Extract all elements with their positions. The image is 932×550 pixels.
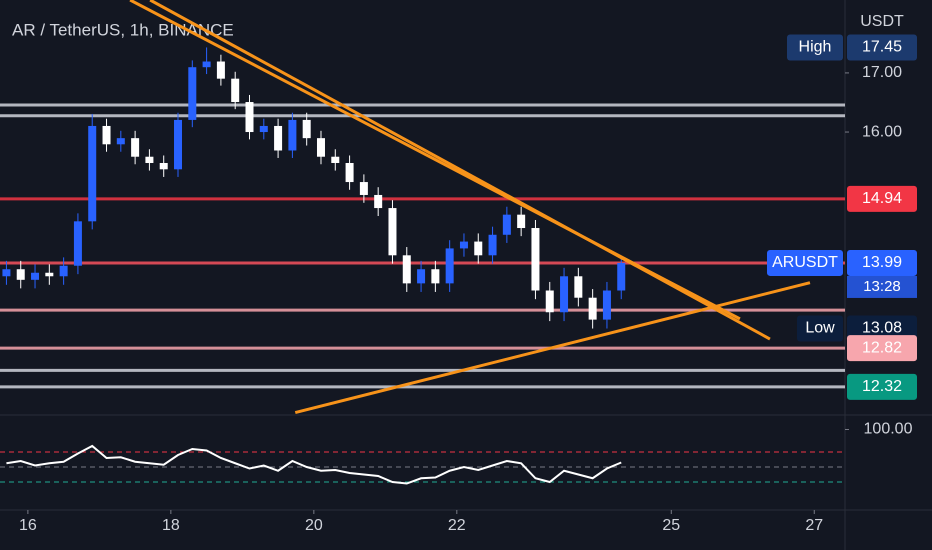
candle-body — [488, 234, 497, 256]
y-tick-label: 17.00 — [862, 64, 902, 81]
price-tag — [847, 335, 917, 362]
trendline — [294, 281, 811, 415]
candle-body — [73, 221, 82, 266]
candle-body — [159, 162, 168, 170]
name-tag-label: Low — [805, 320, 835, 337]
candle-body — [102, 125, 111, 145]
countdown-box — [847, 275, 917, 298]
candle-body — [402, 255, 411, 284]
candle-body — [45, 272, 54, 277]
candle-body — [88, 125, 97, 222]
candle-body — [417, 269, 426, 284]
candle-body — [274, 125, 283, 151]
price-tag-label: 12.32 — [862, 378, 902, 395]
price-tag — [847, 315, 917, 342]
x-tick-label: 27 — [805, 517, 823, 534]
price-tag — [847, 34, 917, 61]
candle-body — [331, 156, 340, 163]
candle-body — [245, 102, 254, 133]
price-tag — [847, 373, 917, 400]
candle-body — [502, 214, 511, 235]
candle-body — [560, 276, 569, 313]
name-tag — [767, 249, 843, 276]
candle-body — [174, 119, 183, 170]
price-tag-label: 17.45 — [862, 39, 902, 56]
indicator-line — [6, 444, 622, 485]
price-tag — [847, 185, 917, 212]
price-tag-label: 13.99 — [862, 254, 902, 271]
name-tag-label: ARUSDT — [772, 254, 838, 271]
candle-body — [202, 61, 211, 68]
candle-body — [16, 269, 25, 280]
candle-body — [459, 241, 468, 249]
name-tag — [787, 34, 843, 61]
countdown: 13:28 — [863, 278, 901, 295]
candle-body — [445, 248, 454, 284]
currency: USDT — [860, 13, 904, 30]
candle-body — [316, 138, 325, 157]
candle-body — [617, 262, 626, 291]
candle-body — [59, 265, 68, 277]
candle-body — [302, 119, 311, 139]
candle-body — [531, 228, 540, 291]
price-tag-label: 14.94 — [862, 190, 902, 207]
candle-body — [588, 297, 597, 320]
candle-body — [345, 162, 354, 183]
candle-body — [574, 276, 583, 298]
candle-body — [545, 290, 554, 313]
candle-body — [116, 138, 125, 145]
x-tick-label: 16 — [19, 517, 37, 534]
candle-body — [388, 208, 397, 256]
price-tag-label: 12.82 — [862, 339, 902, 356]
x-tick-label: 18 — [162, 517, 180, 534]
candle-body — [288, 119, 297, 151]
candle-body — [2, 269, 11, 277]
price-tag — [847, 249, 917, 276]
candle-body — [431, 269, 440, 284]
price-tag-label: 13.08 — [862, 320, 902, 337]
candle-body — [231, 78, 240, 103]
candle-body — [31, 272, 40, 280]
candle-body — [359, 182, 368, 195]
candle-body — [216, 61, 225, 79]
trendline — [149, 0, 771, 341]
name-tag-label: High — [799, 39, 832, 56]
candle-body — [602, 290, 611, 320]
candle-body — [374, 194, 383, 209]
candle-body — [517, 214, 526, 229]
y-tick-label: 16.00 — [862, 123, 902, 140]
candle-body — [259, 125, 268, 133]
x-tick-label: 25 — [662, 517, 680, 534]
name-tag — [797, 315, 843, 342]
x-tick-label: 22 — [448, 517, 466, 534]
x-tick-label: 20 — [305, 517, 323, 534]
candle-body — [188, 67, 197, 120]
candle-body — [145, 156, 154, 163]
candle-body — [474, 241, 483, 256]
indicator-tick-label: 100.00 — [864, 421, 913, 438]
candle-body — [131, 138, 140, 157]
